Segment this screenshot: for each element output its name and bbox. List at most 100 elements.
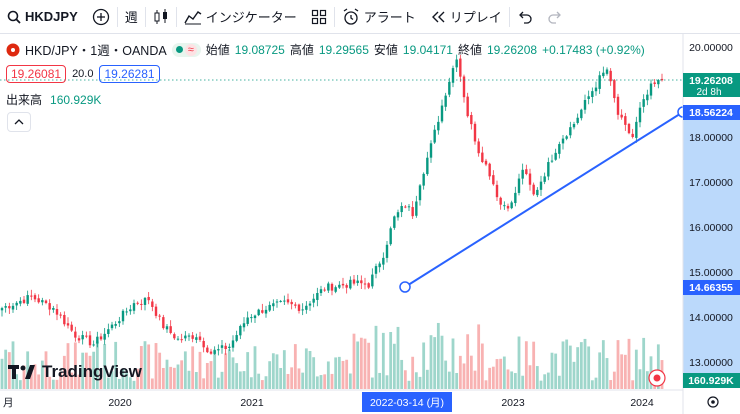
volume-bar — [462, 363, 466, 389]
candles — [0, 54, 664, 356]
volume-bar — [337, 356, 341, 389]
volume-bar — [601, 340, 605, 389]
candle-body — [264, 309, 268, 314]
candle-body — [642, 99, 645, 107]
candle-body — [382, 257, 385, 265]
tradingview-logo-icon — [8, 365, 35, 379]
candle-body — [594, 87, 598, 92]
layout-button[interactable] — [304, 0, 334, 34]
tradingview-logo[interactable]: TradingView — [8, 362, 142, 382]
candle-body — [294, 304, 297, 306]
candle-body — [246, 317, 249, 324]
candle-body — [290, 301, 293, 305]
compare-button[interactable] — [85, 0, 117, 34]
undo-button[interactable] — [510, 0, 540, 34]
candle-body — [591, 91, 594, 97]
candle-body — [305, 305, 308, 310]
redo-icon — [548, 11, 561, 24]
indicators-button[interactable]: インジケーター — [177, 0, 304, 34]
candle-body — [616, 96, 620, 115]
close-label: 終値 — [457, 43, 482, 57]
volume-bar — [495, 359, 499, 389]
candle-body — [415, 201, 418, 216]
candle-body — [418, 185, 422, 201]
sell-button[interactable]: 19.26081 — [6, 65, 67, 83]
candle-body — [173, 334, 176, 339]
candle-body — [15, 302, 18, 306]
volume-tag-value: 160.929K — [688, 375, 734, 387]
volume-bar — [308, 350, 312, 389]
candle-body — [587, 96, 590, 100]
legend-collapse-button[interactable] — [7, 112, 31, 132]
candle-body — [536, 189, 539, 196]
candle-body — [649, 83, 653, 96]
volume-bar — [4, 349, 8, 389]
volume-bar — [436, 322, 440, 389]
volume-bar — [381, 332, 385, 389]
candle-body — [217, 349, 220, 351]
candle-body — [74, 331, 77, 338]
candle-body — [565, 136, 568, 139]
alert-button[interactable]: アラート — [335, 0, 423, 34]
candle-body — [378, 263, 381, 268]
trend-line[interactable] — [404, 111, 684, 288]
candle-body — [151, 301, 154, 307]
volume-bar — [561, 341, 565, 389]
time-tick-label: 2021 — [240, 397, 264, 409]
legend-ohlc-row: HKD/JPY・1週・OANDA ≈ 始値 19.08725 高値 19.29565… — [6, 40, 645, 59]
volume-bar — [568, 345, 572, 389]
top-toolbar: HKDJPY 週 インジケーター アラート リプレイ — [0, 0, 740, 34]
market-status-badge[interactable]: ≈ — [171, 42, 201, 57]
replay-button[interactable]: リプレイ — [423, 0, 509, 34]
candle-body — [52, 308, 55, 310]
volume-bar — [165, 359, 169, 389]
volume-bar — [268, 361, 272, 389]
buy-button[interactable]: 19.26281 — [99, 65, 160, 83]
candle-body — [140, 303, 143, 305]
candle-body — [231, 340, 235, 348]
volume-bar — [400, 359, 404, 389]
volume-bar — [352, 333, 356, 389]
volume-bar — [612, 371, 616, 389]
volume-bar — [546, 372, 550, 389]
candle-body — [660, 78, 664, 81]
volume-bar — [656, 344, 660, 389]
volume-bar — [205, 362, 209, 389]
candle-body — [613, 80, 616, 99]
candle-body — [26, 295, 29, 304]
candle-body — [539, 181, 543, 190]
candle-body — [286, 299, 290, 303]
candle-body — [400, 206, 403, 213]
candle-body — [195, 337, 198, 340]
candle-body — [327, 283, 330, 291]
alert-label: アラート — [363, 10, 416, 25]
volume-value: 160.929K — [50, 92, 102, 107]
time-axis[interactable]: 月 2020 2021 2023 2024 — [3, 397, 654, 409]
settings-icon[interactable] — [707, 396, 719, 408]
volume-bar — [33, 364, 37, 389]
candle-body — [184, 335, 187, 339]
interval-button[interactable]: 週 — [118, 0, 145, 34]
close-value: 19.26208 — [487, 42, 538, 57]
candle-body — [506, 205, 510, 209]
time-tick-label: 2020 — [108, 397, 132, 409]
legend-title[interactable]: HKD/JPY・1週・OANDA — [25, 44, 167, 58]
symbol-search[interactable]: HKDJPY — [0, 0, 85, 34]
candle-body — [374, 266, 378, 274]
volume-bar — [301, 372, 305, 389]
price-tick-label: 20.00000 — [689, 42, 733, 54]
volume-bar — [616, 340, 620, 389]
candle-body — [481, 152, 484, 163]
chart-type-button[interactable] — [146, 0, 176, 34]
candle-body — [22, 299, 26, 303]
volume-bar — [411, 356, 415, 389]
candle-body — [180, 339, 183, 341]
redo-button[interactable] — [540, 0, 570, 34]
price-chart[interactable]: 20.0000019.0000018.0000017.0000016.00000… — [0, 34, 740, 414]
volume-tag — [683, 373, 740, 388]
candle-body — [338, 284, 341, 288]
candle-body — [638, 107, 642, 123]
candle-body — [96, 336, 99, 344]
candle-body — [99, 336, 103, 340]
trendline-start-handle[interactable] — [399, 281, 411, 293]
